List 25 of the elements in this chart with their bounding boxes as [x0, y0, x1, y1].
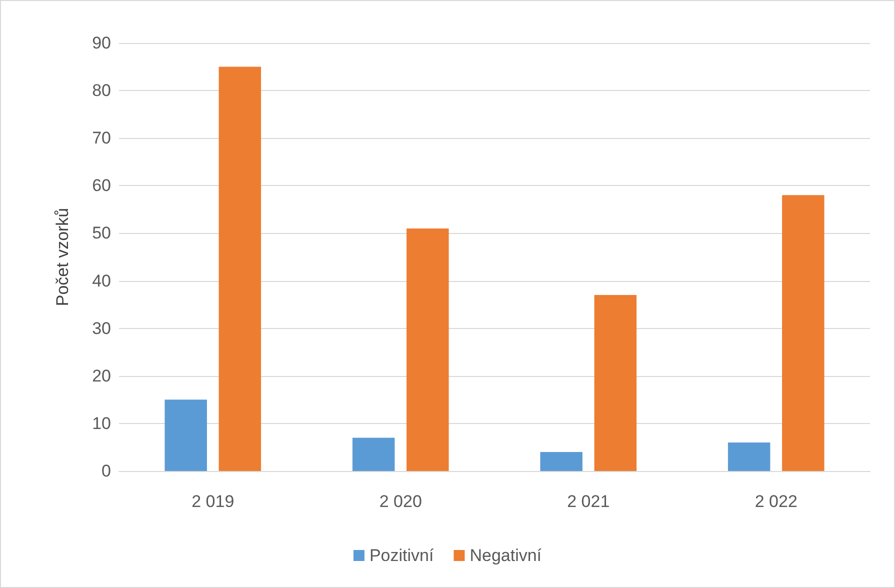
y-tick-label: 0	[102, 462, 111, 480]
legend-label: Pozitivní	[369, 546, 434, 565]
x-tick-label: 2 019	[192, 492, 234, 511]
bar	[594, 295, 637, 471]
y-tick-label: 20	[92, 366, 111, 386]
y-tick-label: 90	[92, 34, 111, 52]
x-tick-label: 2 022	[754, 492, 798, 511]
y-tick-label: 60	[92, 176, 111, 196]
bar	[218, 66, 262, 471]
y-tick-label: 50	[92, 224, 111, 243]
bar	[164, 400, 207, 471]
bar	[782, 195, 824, 471]
y-tick-label: 30	[92, 318, 111, 338]
x-tick-label: 2 020	[379, 492, 422, 511]
y-tick-label: 70	[92, 128, 111, 148]
bar	[352, 438, 395, 471]
y-tick-label: 40	[92, 271, 111, 290]
y-tick-label: 80	[92, 81, 111, 100]
bar	[406, 228, 449, 471]
legend-label: Negativní	[470, 546, 542, 565]
y-tick-label: 10	[92, 414, 111, 433]
bar	[728, 442, 770, 471]
x-tick-label: 2 021	[567, 492, 610, 511]
y-axis-title: Počet vzorků	[53, 208, 72, 306]
bar	[540, 452, 582, 471]
